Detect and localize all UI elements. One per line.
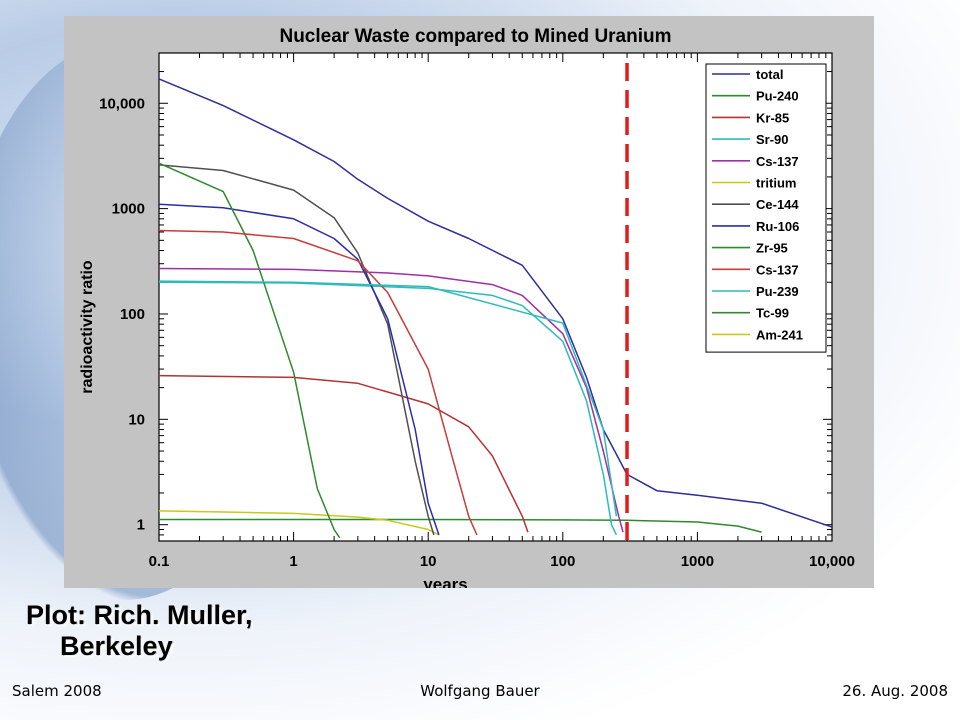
x-axis-label: years — [423, 575, 467, 588]
y-tick-label: 100 — [120, 306, 145, 323]
y-tick-label: 1000 — [112, 201, 145, 218]
legend-label-3: Sr-90 — [756, 132, 789, 147]
footer-author: Wolfgang Bauer — [420, 682, 540, 700]
series-line-2 — [159, 374, 529, 533]
legend-label-9: Cs-137 — [756, 262, 799, 277]
y-axis-label: radioactivity ratio — [79, 260, 96, 394]
x-tick-label: 10 — [420, 553, 437, 570]
chart-panel: Nuclear Waste compared to Mined Uranium 0… — [64, 16, 874, 588]
series-line-1 — [159, 518, 762, 533]
series-line-10 — [159, 280, 618, 517]
x-tick-label: 10,000 — [809, 553, 855, 570]
chart-canvas: Nuclear Waste compared to Mined Uranium 0… — [79, 26, 855, 588]
legend-box — [705, 63, 827, 353]
legend-label-2: Kr-85 — [756, 110, 789, 125]
series-line-6 — [159, 164, 435, 536]
series-line-8 — [159, 162, 341, 539]
legend-label-4: Cs-137 — [756, 154, 799, 169]
x-tick-label: 1 — [289, 553, 297, 570]
plot-credit: Plot: Rich. Muller, Berkeley — [26, 600, 326, 662]
x-tick-label: 1000 — [681, 553, 714, 570]
x-tick-label: 0.1 — [149, 553, 170, 570]
series-line-7 — [159, 203, 440, 536]
series-line-3 — [159, 281, 618, 536]
series-line-0 — [159, 78, 832, 528]
footer-date: 26. Aug. 2008 — [842, 682, 948, 700]
chart-title: Nuclear Waste compared to Mined Uranium — [279, 26, 671, 47]
credit-line-1: Plot: Rich. Muller, — [26, 600, 253, 630]
legend-label-1: Pu-240 — [756, 89, 799, 104]
series-line-5 — [159, 510, 440, 536]
legend-label-11: Tc-99 — [756, 306, 789, 321]
x-tick-label: 100 — [550, 553, 575, 570]
credit-line-2: Berkeley — [60, 631, 173, 661]
y-tick-label: 10,000 — [99, 95, 145, 112]
slide-footer: Salem 2008 Wolfgang Bauer 26. Aug. 2008 — [0, 682, 960, 704]
footer-event: Salem 2008 — [12, 682, 102, 700]
legend-label-10: Pu-239 — [756, 284, 799, 299]
legend-label-7: Ru-106 — [756, 219, 799, 234]
y-tick-label: 1 — [137, 517, 145, 534]
y-tick-label: 10 — [128, 411, 145, 428]
legend-label-6: Ce-144 — [756, 197, 799, 212]
legend-label-0: total — [756, 67, 783, 82]
legend-label-12: Am-241 — [756, 327, 803, 342]
series-line-4 — [159, 267, 624, 533]
legend-label-8: Zr-95 — [756, 241, 788, 256]
series-line-9 — [159, 229, 478, 536]
legend-label-5: tritium — [756, 176, 796, 191]
